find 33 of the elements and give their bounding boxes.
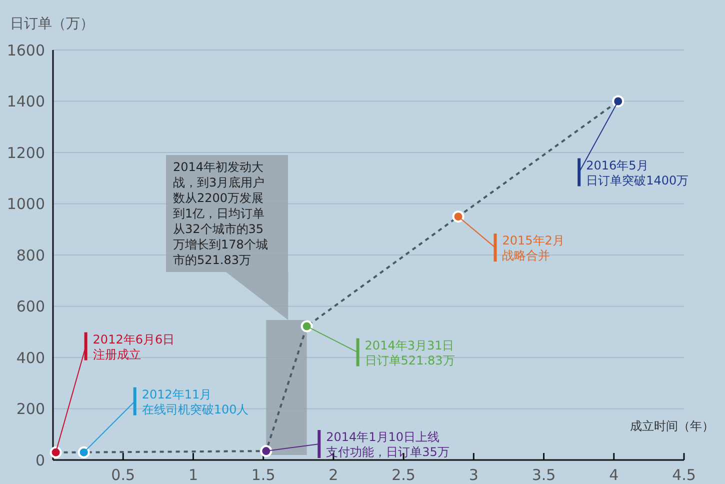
annotation: 2014年3月31日日订单521.83万 bbox=[364, 338, 455, 368]
point bbox=[452, 210, 464, 223]
x-axis-title: 成立时间（年） bbox=[630, 419, 714, 433]
annotation: 2016年5月日订单突破1400万 bbox=[586, 158, 689, 188]
y-tick-label: 1600 bbox=[6, 41, 45, 60]
x-tick-label: 2.5 bbox=[392, 466, 416, 484]
point bbox=[78, 446, 90, 458]
point bbox=[50, 446, 62, 458]
x-tick-label: 4.5 bbox=[672, 466, 696, 484]
x-tick-label: 1.5 bbox=[251, 466, 276, 484]
x-tick-label: 3.5 bbox=[532, 466, 556, 484]
y-tick-label: 200 bbox=[16, 400, 45, 418]
y-tick-label: 0 bbox=[35, 451, 45, 470]
x-tick-label: 1 bbox=[188, 466, 198, 484]
y-tick-label: 400 bbox=[16, 348, 45, 367]
y-tick-label: 1000 bbox=[6, 195, 45, 213]
annotation: 2012年11月在线司机突破100人 bbox=[142, 387, 249, 416]
x-tick-label: 2 bbox=[328, 466, 338, 484]
y-tick-label: 800 bbox=[16, 246, 45, 264]
y-tick-label: 600 bbox=[16, 298, 45, 316]
annotation: 2014年1月10日上线支付功能，日订单35万 bbox=[326, 430, 450, 460]
x-tick-label: 0.5 bbox=[111, 466, 136, 484]
point bbox=[612, 95, 624, 108]
x-tick-label: 3 bbox=[468, 466, 478, 484]
point bbox=[300, 320, 313, 332]
y-tick-label: 1200 bbox=[6, 144, 45, 162]
annotation: 2015年2月战略合并 bbox=[502, 234, 564, 263]
y-tick-label: 1400 bbox=[6, 92, 45, 110]
point bbox=[260, 445, 272, 458]
x-tick-label: 4 bbox=[609, 466, 619, 484]
y-axis-title: 日订单（万） bbox=[10, 16, 94, 32]
annotation: 2014年初发动大战，到3月底用户数从2200万发展到1亿，日均订单从32个城市的35万增长到178个城市的521.83万 bbox=[173, 160, 268, 267]
annotation: 2012年6月6日注册成立 bbox=[92, 332, 175, 362]
